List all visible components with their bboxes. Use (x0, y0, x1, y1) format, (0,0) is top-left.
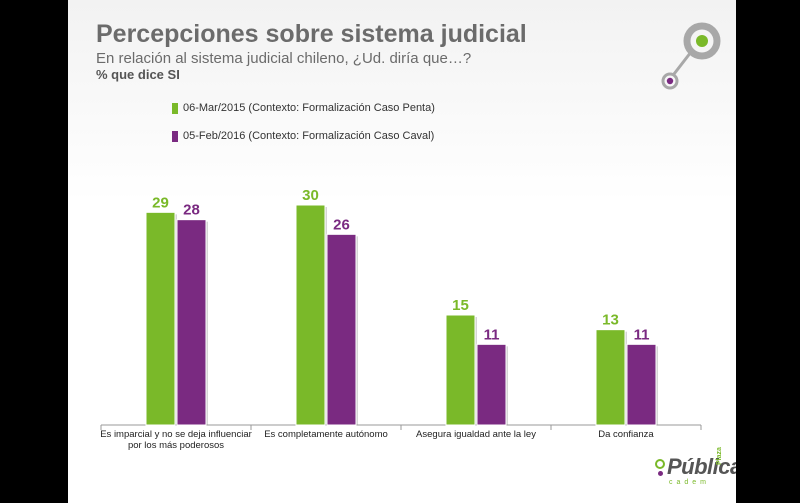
legend-label-series-2: 05-Feb/2016 (Contexto: Formalización Cas… (183, 130, 435, 142)
x-tick-label: Da confianza (598, 429, 654, 440)
data-label-series-1: 15 (452, 297, 469, 314)
page-title: Percepciones sobre sistema judicial (96, 20, 527, 48)
chart-legend: 06-Mar/2015 (Contexto: Formalización Cas… (172, 101, 435, 157)
bar-chart: 29 28 Es imparcial y no se deja influencia… (100, 187, 702, 451)
data-label-series-2: 11 (634, 326, 650, 343)
x-tick-label: Asegura igualdad ante la ley (416, 429, 536, 440)
data-label-series-2: 26 (333, 216, 350, 233)
brand-cadem: cadem (669, 479, 711, 486)
brand-dot-icon (658, 471, 663, 476)
bar-series-1 (445, 314, 476, 426)
data-label-series-2: 28 (183, 202, 200, 219)
legend-swatch-series-2 (172, 130, 178, 142)
data-label-series-1: 30 (302, 187, 319, 204)
data-label-series-1: 29 (152, 194, 169, 211)
bar-series-1 (595, 329, 626, 426)
legend-swatch-series-1 (172, 102, 178, 114)
bar-series-2 (326, 233, 357, 426)
concentric-circles-logo-icon (661, 22, 721, 90)
slide: Percepciones sobre sistema judicial En r… (68, 0, 736, 503)
bar-series-2 (626, 343, 657, 426)
data-label-series-2: 11 (484, 326, 500, 343)
brand-logo: Pública Plaza cadem (655, 447, 736, 493)
legend-item-series-2: 05-Feb/2016 (Contexto: Formalización Cas… (172, 129, 435, 143)
legend-item-series-1: 06-Mar/2015 (Contexto: Formalización Cas… (172, 101, 435, 115)
x-tick-label: Es completamente autónomo (264, 429, 388, 440)
bar-series-1 (295, 204, 326, 426)
brand-name: Pública (667, 454, 736, 479)
brand-plaza: Plaza (716, 447, 723, 465)
bar-series-1 (145, 211, 176, 426)
data-label-series-1: 13 (602, 312, 619, 329)
measure-label: % que dice SI (96, 67, 180, 82)
bar-series-2 (176, 219, 207, 426)
x-tick-label: por los más poderosos (128, 440, 224, 451)
page-subtitle: En relación al sistema judicial chileno,… (96, 50, 472, 67)
x-tick-label: Es imparcial y no se deja influenciar (100, 429, 252, 440)
bar-series-2 (476, 343, 507, 426)
legend-label-series-1: 06-Mar/2015 (Contexto: Formalización Cas… (183, 102, 435, 114)
brand-circle-icon (655, 459, 665, 469)
